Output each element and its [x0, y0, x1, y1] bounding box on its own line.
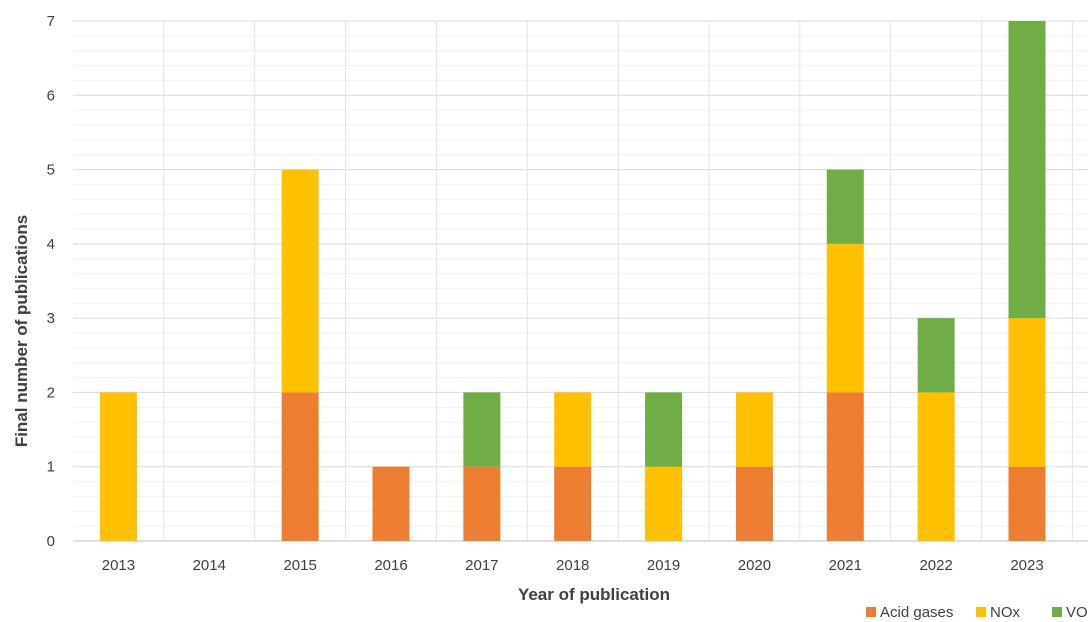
- bar-segment: [554, 392, 592, 467]
- y-tick-label: 1: [47, 459, 55, 476]
- y-tick-label: 7: [47, 13, 55, 30]
- bar-segment: [372, 466, 410, 541]
- legend-label: VOCs: [1066, 604, 1088, 621]
- bars-group: [99, 21, 1046, 541]
- bar-segment: [645, 466, 683, 541]
- bar-segment: [463, 392, 501, 467]
- vertical-gridlines: [163, 21, 1073, 541]
- x-tick-label: 2015: [283, 557, 316, 574]
- bar-segment: [281, 392, 319, 541]
- legend-label: Acid gases: [880, 604, 953, 621]
- x-tick-label: 2023: [1010, 557, 1043, 574]
- bar-segment: [917, 392, 955, 541]
- bar-segment: [1008, 466, 1046, 541]
- x-tick-label: 2016: [374, 557, 407, 574]
- y-tick-label: 0: [47, 533, 55, 550]
- legend: Acid gases NOx VOCs: [866, 604, 1088, 621]
- x-tick-label: 2021: [829, 557, 862, 574]
- bar-segment: [735, 466, 773, 541]
- x-axis-title: Year of publication: [518, 585, 670, 604]
- bar-segment: [463, 466, 501, 541]
- bar-segment: [99, 392, 137, 541]
- bar-segment: [917, 318, 955, 393]
- x-tick-label: 2013: [102, 557, 135, 574]
- y-tick-label: 3: [47, 310, 55, 327]
- bar-segment: [1008, 21, 1046, 319]
- x-tick-label: 2014: [193, 557, 226, 574]
- legend-swatch: [976, 607, 986, 617]
- bar-segment: [645, 392, 683, 467]
- y-tick-labels: 0 1 2 3 4 5 6 7: [47, 13, 55, 550]
- x-tick-label: 2022: [919, 557, 952, 574]
- bar-segment: [826, 243, 864, 393]
- minor-gridlines: [73, 35, 1088, 527]
- y-tick-label: 2: [47, 384, 55, 401]
- bar-segment: [826, 392, 864, 541]
- x-tick-label: 2019: [647, 557, 680, 574]
- x-tick-label: 2020: [738, 557, 771, 574]
- bar-segment: [735, 392, 773, 467]
- bar-segment: [281, 169, 319, 393]
- x-tick-label: 2017: [465, 557, 498, 574]
- bar-segment: [554, 466, 592, 541]
- legend-swatch: [1052, 607, 1062, 617]
- bar-segment: [826, 169, 864, 244]
- legend-swatch: [866, 607, 876, 617]
- x-tick-labels: 2013 2014 2015 2016 2017 2018 2019 2020 2021 2022…: [102, 557, 1044, 574]
- x-tick-label: 2018: [556, 557, 589, 574]
- y-tick-label: 5: [47, 162, 55, 179]
- y-axis-title: Final number of publications: [12, 215, 31, 447]
- y-tick-label: 4: [47, 236, 55, 253]
- bar-segment: [1008, 318, 1046, 467]
- y-tick-label: 6: [47, 87, 55, 104]
- legend-label: NOx: [990, 604, 1021, 621]
